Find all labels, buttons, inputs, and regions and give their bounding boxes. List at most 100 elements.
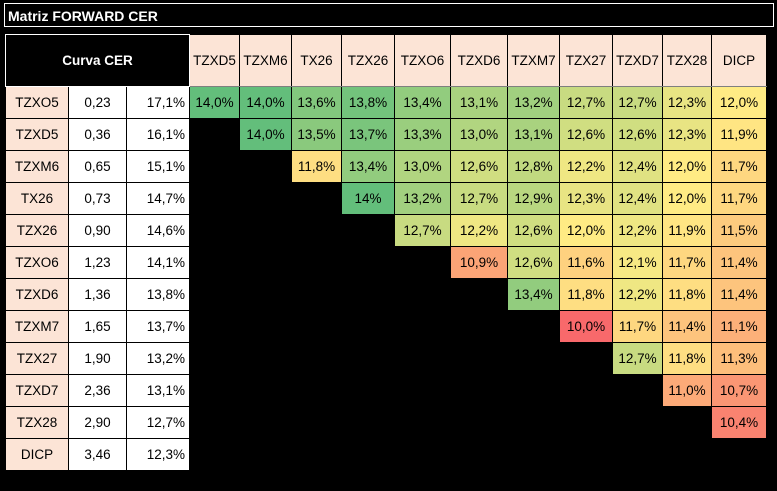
duration-cell: 1,65 (68, 310, 127, 343)
empty-cell (507, 438, 560, 471)
empty-cell (450, 406, 508, 439)
empty-cell (239, 310, 292, 343)
forward-cell: 12,7% (450, 182, 508, 215)
empty-cell (341, 310, 395, 343)
empty-cell (507, 342, 560, 375)
column-header-tzxd7: TZXD7 (612, 34, 663, 87)
empty-cell (189, 214, 240, 247)
empty-cell (239, 150, 292, 183)
forward-matrix-table: Curva CER TZXD5 TZXM6 TX26 TZX26 TZXO6 TZXD6 T… (5, 34, 767, 471)
empty-cell (239, 374, 292, 407)
empty-cell (189, 342, 240, 375)
forward-cell: 12,4% (612, 182, 663, 215)
empty-cell (239, 246, 292, 279)
forward-cell: 11,7% (612, 310, 663, 343)
empty-cell (559, 374, 613, 407)
forward-cell: 11,8% (662, 342, 712, 375)
empty-cell (239, 182, 292, 215)
row-label: TZXO6 (5, 246, 69, 279)
column-header-tzx26: TZX26 (341, 34, 395, 87)
empty-cell (662, 406, 712, 439)
matrix-row-tzxd6: TZXD6 1,36 13,8% 13,4% 11,8% 12,2% 11,8% 11,4% (5, 278, 767, 311)
empty-cell (559, 342, 613, 375)
empty-cell (189, 150, 240, 183)
forward-cell: 13,1% (450, 86, 508, 119)
rate-cell: 12,3% (126, 438, 190, 471)
rate-cell: 17,1% (126, 86, 190, 119)
forward-cell: 11,4% (662, 310, 712, 343)
forward-cell: 11,1% (711, 310, 767, 343)
column-header-dicp: DICP (711, 34, 767, 87)
forward-cell: 14,0% (239, 118, 292, 151)
forward-cell: 13,8% (341, 86, 395, 119)
forward-cell: 12,3% (662, 86, 712, 119)
forward-cell: 12,4% (612, 150, 663, 183)
forward-cell: 12,0% (662, 182, 712, 215)
forward-cell: 14,0% (239, 86, 292, 119)
forward-cell: 12,2% (612, 214, 663, 247)
forward-cell: 12,2% (612, 278, 663, 311)
empty-cell (189, 374, 240, 407)
row-label: TZX27 (5, 342, 69, 375)
forward-cell: 12,6% (559, 118, 613, 151)
empty-cell (394, 246, 451, 279)
empty-cell (711, 438, 767, 471)
empty-cell (291, 374, 342, 407)
forward-cell: 12,6% (450, 150, 508, 183)
duration-cell: 0,90 (68, 214, 127, 247)
forward-cell: 12,0% (711, 86, 767, 119)
forward-cell: 12,9% (507, 182, 560, 215)
row-label: DICP (5, 438, 69, 471)
duration-cell: 0,23 (68, 86, 127, 119)
empty-cell (291, 310, 342, 343)
duration-cell: 0,65 (68, 150, 127, 183)
empty-cell (394, 310, 451, 343)
curva-cer-header: Curva CER (5, 34, 190, 87)
forward-cell: 13,4% (341, 150, 395, 183)
matrix-row-tzxd5: TZXD5 0,36 16,1% 14,0% 13,5% 13,7% 13,3% 13,0% 1… (5, 118, 767, 151)
forward-cell: 12,2% (450, 214, 508, 247)
forward-cell: 11,4% (711, 278, 767, 311)
empty-cell (239, 278, 292, 311)
forward-cell: 12,6% (507, 246, 560, 279)
empty-cell (559, 406, 613, 439)
empty-cell (239, 214, 292, 247)
empty-cell (291, 342, 342, 375)
row-label: TZXO5 (5, 86, 69, 119)
rate-cell: 13,7% (126, 310, 190, 343)
row-label: TZX26 (5, 214, 69, 247)
column-header-tzxo6: TZXO6 (394, 34, 451, 87)
empty-cell (239, 342, 292, 375)
empty-cell (341, 374, 395, 407)
empty-cell (189, 310, 240, 343)
forward-cell: 12,3% (559, 182, 613, 215)
matrix-row-tx26: TX26 0,73 14,7% 14% 13,2% 12,7% 12,9% 12,3% 12,4… (5, 182, 767, 215)
duration-cell: 1,23 (68, 246, 127, 279)
matrix-row-tzxo6: TZXO6 1,23 14,1% 10,9% 12,6% 11,6% 12,1% 11,7% 1… (5, 246, 767, 279)
empty-cell (450, 278, 508, 311)
empty-cell (394, 278, 451, 311)
forward-cell: 11,4% (711, 246, 767, 279)
forward-cell: 11,8% (559, 278, 613, 311)
sheet-title: Matriz FORWARD CER (4, 3, 774, 27)
row-label: TZXD5 (5, 118, 69, 151)
empty-cell (341, 438, 395, 471)
rate-cell: 13,1% (126, 374, 190, 407)
forward-cell: 12,2% (559, 150, 613, 183)
forward-cell: 11,9% (662, 214, 712, 247)
empty-cell (450, 374, 508, 407)
duration-cell: 2,90 (68, 406, 127, 439)
forward-cell: 12,7% (612, 86, 663, 119)
forward-cell: 13,2% (507, 86, 560, 119)
rate-cell: 15,1% (126, 150, 190, 183)
forward-cell: 14% (341, 182, 395, 215)
empty-cell (341, 278, 395, 311)
forward-cell: 13,7% (341, 118, 395, 151)
forward-cell: 13,0% (450, 118, 508, 151)
rate-cell: 13,2% (126, 342, 190, 375)
forward-cell: 12,3% (662, 118, 712, 151)
column-header-tzxd6: TZXD6 (450, 34, 508, 87)
forward-cell: 10,4% (711, 406, 767, 439)
column-header-tx26: TX26 (291, 34, 342, 87)
